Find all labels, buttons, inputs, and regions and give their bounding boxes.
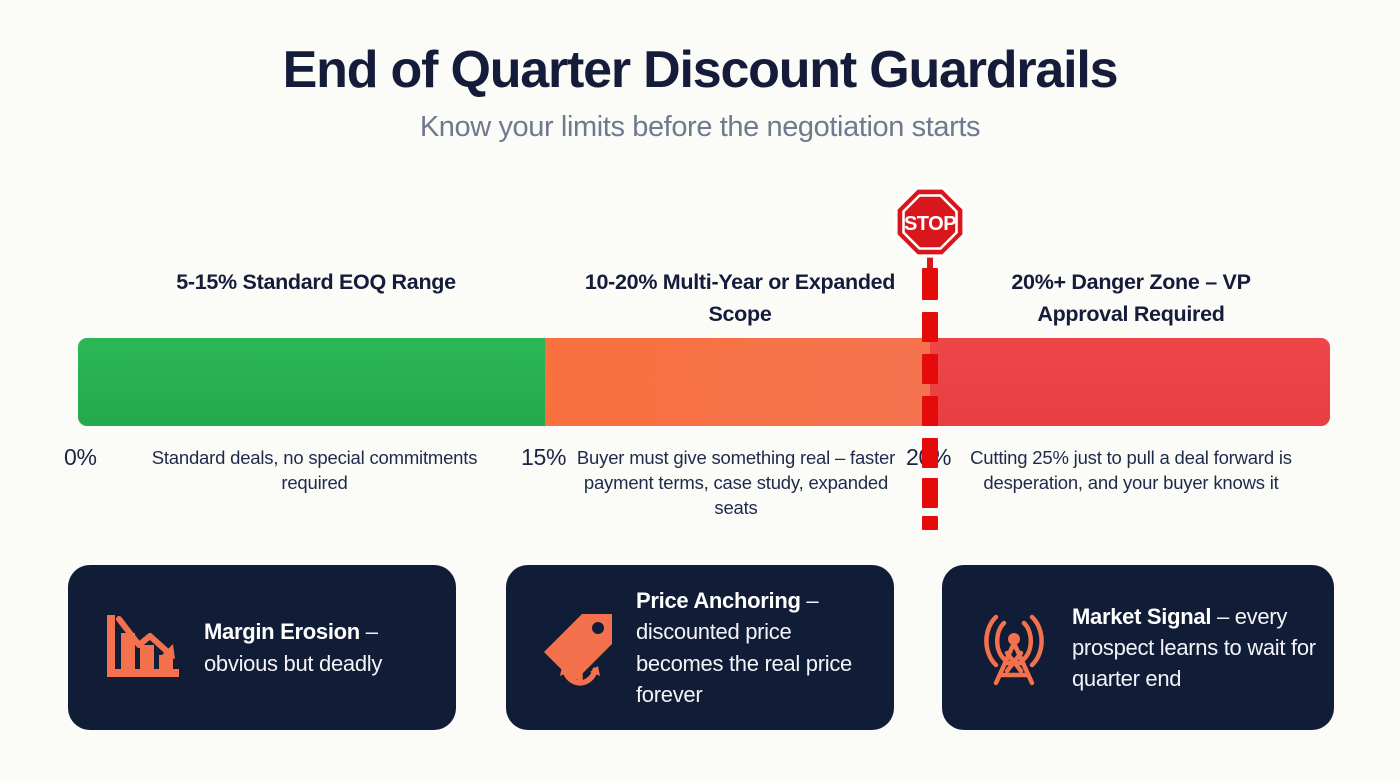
zone-description-danger: Cutting 25% just to pull a deal forward … <box>970 447 1292 493</box>
zone-label-multiyear: 10-20% Multi-Year or Expanded Scope <box>584 270 896 327</box>
threshold-dash <box>922 312 938 342</box>
axis-tick-15: 15% <box>521 444 567 470</box>
risk-card-title: Price Anchoring <box>636 588 801 614</box>
threshold-dash <box>922 354 938 384</box>
risk-card-title: Market Signal <box>1072 603 1212 629</box>
risk-card-market-signal: Market Signal – every prospect learns to… <box>942 565 1334 730</box>
zone-label-standard: 5-15% Standard EOQ Range <box>176 270 456 294</box>
stop-sign-icon: STOP <box>894 186 966 278</box>
threshold-dash <box>922 438 938 468</box>
risk-card-text: Margin Erosion – obvious but deadly <box>196 616 456 678</box>
bar-segment-safe <box>78 338 545 426</box>
threshold-dash <box>922 516 938 530</box>
stop-sign-label: STOP <box>904 213 956 235</box>
risk-card-text: Market Signal – every prospect learns to… <box>1064 601 1334 695</box>
declining-bar-chart-icon <box>92 611 196 685</box>
page-subtitle: Know your limits before the negotiation … <box>419 111 981 144</box>
axis-tick-0: 0% <box>64 444 97 470</box>
threshold-dash <box>922 478 938 506</box>
page-header: End of Quarter Discount Guardrails Know … <box>0 42 1400 144</box>
risk-card-price-anchoring: Price Anchoring – discounted price becom… <box>506 565 894 730</box>
bar-segment-danger <box>930 338 1330 426</box>
zone-description-standard: Standard deals, no special commitments r… <box>151 447 478 493</box>
risk-card-body: – every prospect learns to wait for quar… <box>1072 603 1316 692</box>
zone-description-multiyear: Buyer must give something real – faster … <box>576 447 896 518</box>
page-title: End of Quarter Discount Guardrails <box>282 41 1119 99</box>
risk-card-text: Price Anchoring – discounted price becom… <box>632 585 894 710</box>
risk-card-body: – discounted price becomes the real pric… <box>636 588 852 707</box>
threshold-dash <box>922 268 938 300</box>
bar-segment-caution <box>545 338 930 426</box>
risk-card-body: – obvious but deadly <box>204 619 383 676</box>
threshold-dash <box>922 396 938 426</box>
discount-guardrail-bar <box>78 338 1330 426</box>
risk-card-title: Margin Erosion <box>204 619 360 645</box>
zone-label-danger: 20%+ Danger Zone – VP Approval Required <box>1011 270 1251 327</box>
price-tag-anchor-icon <box>528 610 632 686</box>
broadcast-tower-icon <box>964 609 1064 687</box>
risk-card-margin-erosion: Margin Erosion – obvious but deadly <box>68 565 456 730</box>
